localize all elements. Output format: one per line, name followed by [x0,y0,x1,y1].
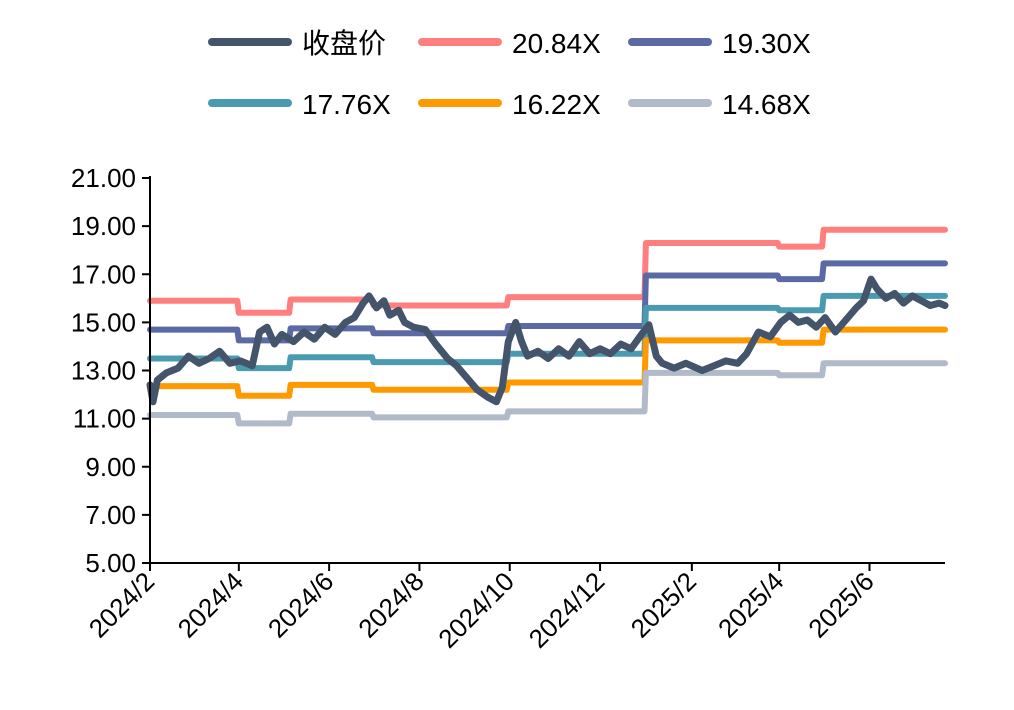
y-tick-label: 9.00 [85,452,136,482]
series-line-14-68x [147,360,948,427]
legend: 收盘价 20.84X 19.30X 17.76X 16.22X 14.68X [208,28,811,120]
y-tick-label: 5.00 [85,548,136,578]
axes: 5.00 7.00 9.00 11.00 13.00 15.00 17.00 19.00 21.… [71,163,945,654]
x-tick-label: 2024/4 [172,566,249,643]
y-tick-label: 13.00 [71,356,136,386]
legend-label: 16.22X [512,89,601,120]
legend-item: 16.22X [418,89,601,120]
legend-label: 14.68X [722,89,811,120]
series-line-close [146,275,949,406]
legend-label: 19.30X [722,28,811,59]
series-line-20-84x [147,226,948,316]
y-tick-label: 21.00 [71,163,136,193]
x-tick-label: 2025/4 [712,566,789,643]
legend-label: 17.76X [302,89,391,120]
x-tick-label: 2024/10 [432,566,520,654]
y-tick-label: 19.00 [71,211,136,241]
legend-item: 20.84X [418,28,601,59]
x-tick-label: 2024/8 [352,566,429,643]
x-tick-label: 2025/2 [625,566,702,643]
y-tick-label: 17.00 [71,259,136,289]
y-tick-label: 11.00 [73,404,136,434]
x-tick-label: 2025/6 [802,566,879,643]
y-tick-label: 15.00 [71,307,136,337]
x-tick-label: 2024/12 [523,566,611,654]
legend-item: 17.76X [208,89,391,120]
series-line-16-22x [147,326,948,399]
x-tick-label: 2024/6 [262,566,339,643]
legend-label: 20.84X [512,28,601,59]
y-tick-label: 7.00 [85,500,136,530]
legend-item: 收盘价 [208,28,386,59]
series-line-19-30x [147,260,948,344]
legend-item: 14.68X [628,89,811,120]
legend-item: 19.30X [628,28,811,59]
legend-label: 收盘价 [302,28,386,59]
plot-area [146,226,949,427]
